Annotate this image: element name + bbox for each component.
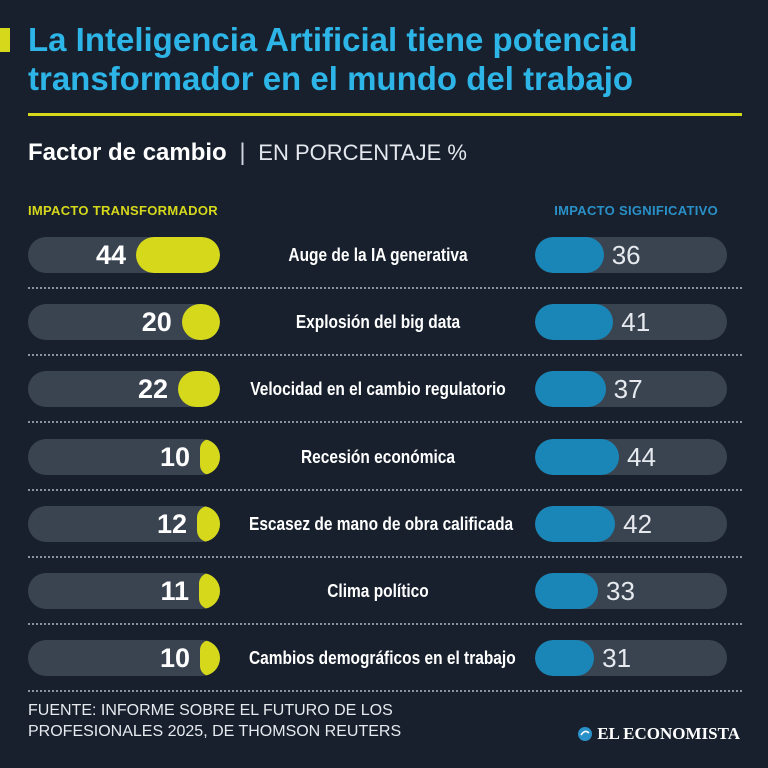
category-label: Explosión del big data [295, 312, 461, 333]
chart-row: 10 Cambios demográficos en el trabajo 31 [0, 640, 768, 677]
page-title: La Inteligencia Artificial tiene potenci… [28, 21, 638, 97]
chart-row: 22 Velocidad en el cambio regulatorio 37 [0, 371, 768, 408]
transformador-track [28, 237, 220, 273]
title-accent-bar [0, 28, 10, 52]
transformador-track [28, 573, 220, 609]
brand-logo: EL ECONOMISTA [577, 724, 740, 744]
chart-row: 44 Auge de la IA generativa 36 [0, 237, 768, 273]
chart-row: 12 Escasez de mano de obra calificada 42 [0, 505, 768, 542]
significativo-value: 37 [613, 374, 643, 405]
transformador-value: 20 [141, 307, 172, 338]
legend-significativo: IMPACTO SIGNIFICATIVO [554, 203, 718, 218]
row-divider [28, 623, 742, 625]
chart-row: 10 Recesión económica 44 [0, 438, 768, 475]
transformador-value: 44 [95, 240, 126, 270]
category-label: Clima político [327, 581, 429, 601]
significativo-value: 36 [611, 240, 641, 270]
significativo-track [535, 237, 727, 273]
significativo-value: 41 [621, 307, 651, 338]
legend-transformador: IMPACTO TRANSFORMADOR [28, 203, 218, 218]
significativo-value: 44 [627, 441, 656, 472]
chart-subtitle: Factor de cambio | EN PORCENTAJE % [28, 138, 467, 168]
transformador-track [28, 304, 220, 341]
significativo-track [535, 573, 727, 609]
significativo-bar [535, 640, 595, 677]
significativo-bar [535, 304, 614, 341]
transformador-value: 10 [159, 643, 190, 674]
category-label: Recesión económica [300, 446, 455, 467]
category-label: Velocidad en el cambio regulatorio [250, 379, 506, 400]
significativo-bar [535, 505, 616, 542]
subtitle-separator: | [239, 139, 246, 166]
transformador-value: 10 [159, 441, 190, 472]
chart-row: 20 Explosión del big data 41 [0, 304, 768, 341]
transformador-bar [200, 640, 220, 677]
subtitle-main: Factor de cambio [28, 139, 227, 166]
significativo-track [535, 371, 727, 408]
significativo-value: 42 [623, 508, 653, 539]
subtitle-unit: EN PORCENTAJE % [258, 140, 467, 165]
transformador-bar [197, 505, 220, 542]
transformador-value: 22 [137, 374, 168, 405]
row-divider [28, 488, 742, 491]
chart-row: 11 Clima político 33 [0, 573, 768, 609]
transformador-track [28, 640, 220, 677]
brand-name: EL ECONOMISTA [597, 724, 740, 743]
el-economista-logo-icon [578, 727, 593, 741]
row-divider [28, 690, 742, 693]
row-divider [28, 555, 742, 558]
row-divider [28, 421, 742, 424]
category-label: Auge de la IA generativa [288, 245, 468, 265]
transformador-bar [178, 371, 220, 408]
transformador-bar [136, 237, 220, 273]
transformador-bar [199, 573, 220, 609]
category-label: Escasez de mano de obra calificada [249, 513, 514, 534]
source-note: FUENTE: INFORME SOBRE EL FUTURO DE LOS P… [28, 702, 402, 740]
significativo-bar [535, 237, 604, 273]
row-divider [28, 354, 742, 357]
transformador-track [28, 505, 220, 542]
significativo-track [535, 505, 727, 542]
transformador-track [28, 371, 220, 408]
row-divider [28, 287, 742, 289]
significativo-bar [535, 371, 606, 408]
significativo-track [535, 304, 727, 341]
transformador-value: 12 [157, 508, 188, 539]
title-underline [28, 113, 742, 116]
significativo-bar [535, 573, 598, 609]
significativo-bar [535, 438, 619, 475]
transformador-track [28, 438, 220, 475]
significativo-track [535, 438, 727, 475]
transformador-value: 11 [160, 576, 189, 606]
significativo-value: 31 [602, 643, 632, 674]
category-label: Cambios demográficos en el trabajo [249, 648, 516, 669]
significativo-track [535, 640, 727, 677]
transformador-bar [200, 438, 220, 475]
significativo-value: 33 [606, 576, 635, 606]
transformador-bar [181, 304, 220, 341]
